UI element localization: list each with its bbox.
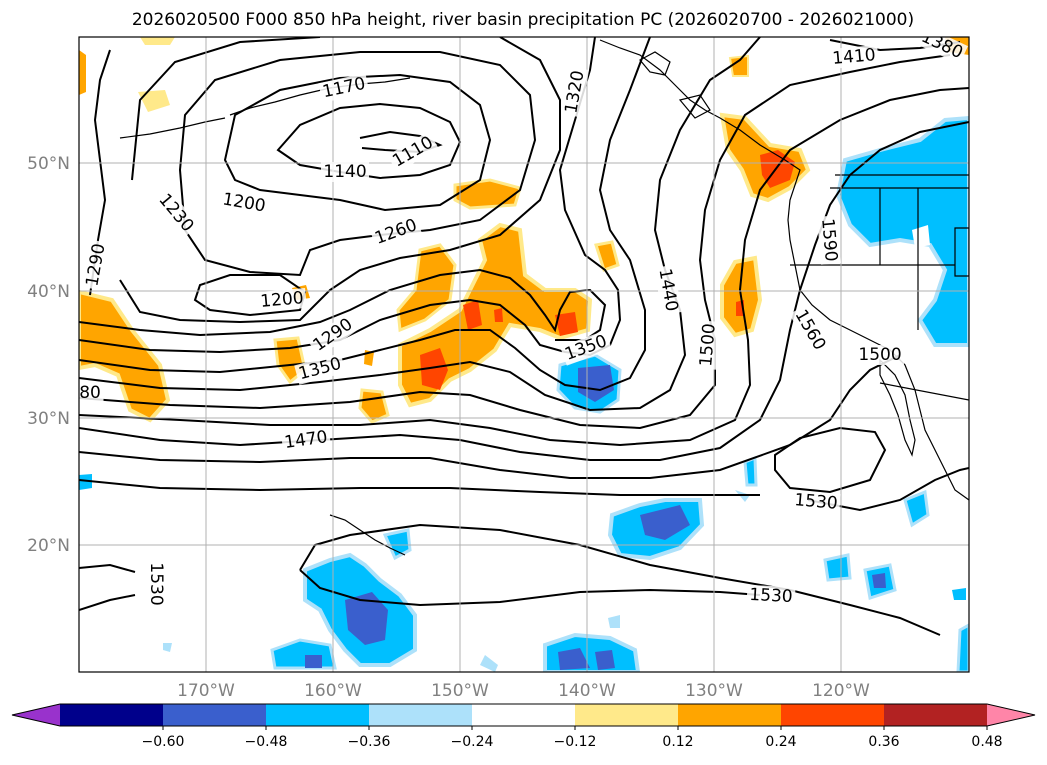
contour-label-text: 1410 <box>832 45 877 69</box>
contour-label: 1530 <box>146 560 166 608</box>
contour-label-text: 1200 <box>260 288 305 312</box>
contour-label-text: 1590 <box>817 218 841 263</box>
colorbar-tick-label: 0.48 <box>971 734 1002 750</box>
lon-label: 170°W <box>177 681 235 701</box>
contour-label: 1140 <box>321 162 369 182</box>
lon-label: 160°W <box>304 681 362 701</box>
colorbar-swatch <box>369 704 473 726</box>
contour-label: 1200 <box>257 287 307 313</box>
colorbar-swatch <box>12 704 60 726</box>
contour-label: 1170 <box>318 73 370 103</box>
lat-label: 40°N <box>27 282 70 302</box>
map-title: 2026020500 F000 850 hPa height, river ba… <box>132 10 914 30</box>
colorbar-outline <box>11 703 1036 727</box>
colorbar-swatch <box>163 704 267 726</box>
colorbar-tick-label: 0.12 <box>662 734 693 750</box>
lat-label: 20°N <box>27 536 70 556</box>
coastlines <box>119 39 969 556</box>
contour-label: 1500 <box>695 320 721 370</box>
colorbar: −0.60 −0.48 −0.36 −0.24 −0.12 0.12 0.24 0.36 0.4… <box>11 703 1036 750</box>
contour-label: 1500 <box>856 345 904 365</box>
colorbar-tick-label: −0.12 <box>554 734 597 750</box>
height-contours <box>79 37 969 636</box>
contour-label-text: 1530 <box>794 490 839 514</box>
colorbar-tick-label: 0.36 <box>868 734 899 750</box>
lon-label: 120°W <box>812 681 870 701</box>
lon-label: 140°W <box>558 681 616 701</box>
lon-label: 150°W <box>431 681 489 701</box>
contour-label: 80 <box>79 383 104 403</box>
colorbar-swatch <box>987 704 1035 726</box>
contour-label-text: 1500 <box>858 345 901 365</box>
contour-label-text: 1500 <box>696 323 720 368</box>
contour-label-text: 1140 <box>323 162 366 182</box>
map-frame <box>78 36 970 673</box>
colorbar-tick-label: 0.24 <box>765 734 796 750</box>
colorbar-swatch <box>60 704 164 726</box>
contour-label: 1410 <box>829 44 879 70</box>
contour-label-text: 1530 <box>146 562 166 605</box>
lon-label: 130°W <box>685 681 743 701</box>
colorbar-swatch <box>575 704 679 726</box>
latitude-labels: 50°N 40°N 30°N 20°N <box>27 154 70 556</box>
contour-label: 1530 <box>746 584 796 608</box>
contour-label-text: 1530 <box>749 585 793 607</box>
colorbar-swatch <box>678 704 782 726</box>
colorbar-tick-label: −0.60 <box>142 734 185 750</box>
colorbar-swatch <box>884 704 988 726</box>
colorbar-swatch <box>266 704 370 726</box>
contour-label: 1530 <box>791 489 841 515</box>
contour-label: 1590 <box>816 215 842 265</box>
colorbar-swatch <box>781 704 885 726</box>
lat-label: 50°N <box>27 154 70 174</box>
colorbar-tick-label: −0.48 <box>245 734 288 750</box>
colorbar-swatch <box>472 704 576 726</box>
colorbar-tick-label: −0.24 <box>451 734 494 750</box>
contour-label-text: 80 <box>79 383 101 403</box>
longitude-labels: 170°W 160°W 150°W 140°W 130°W 120°W <box>177 681 870 701</box>
contour-label: 1200 <box>218 188 270 218</box>
lat-label: 30°N <box>27 409 70 429</box>
colorbar-tick-label: −0.36 <box>348 734 391 750</box>
